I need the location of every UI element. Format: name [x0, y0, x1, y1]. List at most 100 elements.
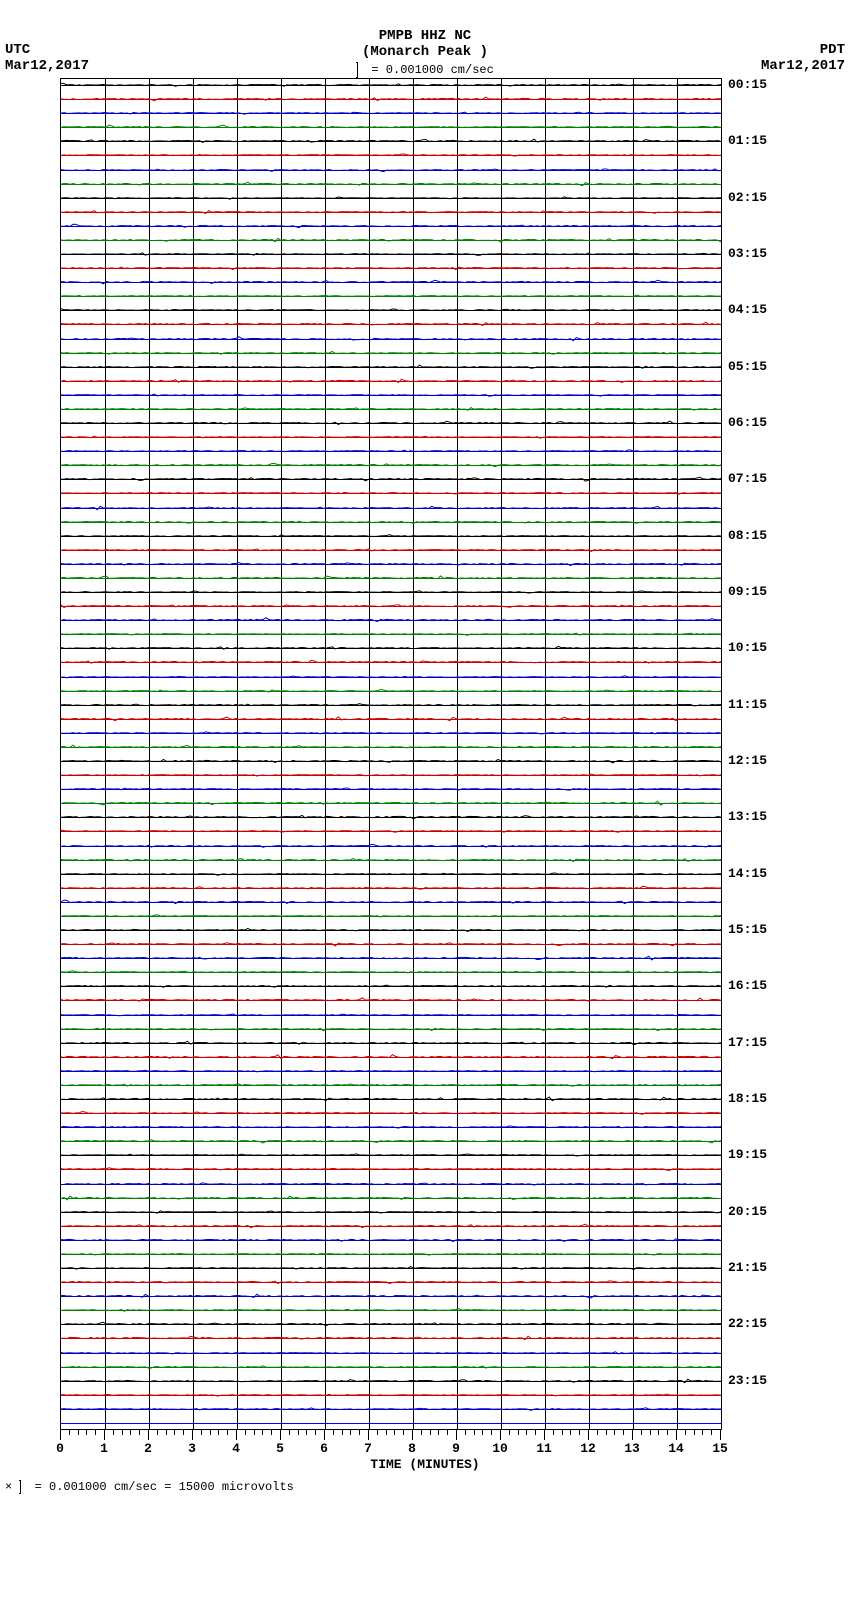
helicorder-trace: [61, 719, 721, 720]
helicorder-trace: [61, 1184, 721, 1185]
helicorder-trace: [61, 536, 721, 537]
helicorder-trace: [61, 1310, 721, 1311]
helicorder-trace: [61, 761, 721, 762]
xtick-minor: [579, 1429, 580, 1435]
xtick-major: [676, 1429, 677, 1440]
helicorder-trace: [61, 930, 721, 931]
helicorder-trace: [61, 1198, 721, 1199]
helicorder-trace: [61, 324, 721, 325]
footer-prefix: ×: [5, 1480, 12, 1494]
helicorder-trace: [61, 423, 721, 424]
xtick-minor: [113, 1429, 114, 1435]
helicorder-trace: [61, 1043, 721, 1044]
footer-scale-bar-icon: [19, 1480, 21, 1494]
helicorder-trace: [61, 789, 721, 790]
helicorder-trace: [61, 240, 721, 241]
helicorder-trace: [61, 817, 721, 818]
xtick-label: 6: [320, 1441, 328, 1456]
helicorder-trace: [61, 254, 721, 255]
y-label-right: 15:15: [728, 922, 780, 937]
helicorder-trace: [61, 1169, 721, 1170]
helicorder-trace: [61, 606, 721, 607]
helicorder-trace: [61, 1127, 721, 1128]
y-label-right: 06:15: [728, 415, 780, 430]
tz-right-label: PDT: [761, 42, 845, 58]
xtick-major: [148, 1429, 149, 1440]
y-label-right: 20:15: [728, 1204, 780, 1219]
xtick-minor: [641, 1429, 642, 1435]
helicorder-trace: [61, 648, 721, 649]
helicorder-plot: [60, 78, 722, 1430]
helicorder-trace: [61, 860, 721, 861]
helicorder-trace: [61, 1240, 721, 1241]
xtick-minor: [157, 1429, 158, 1435]
xtick-minor: [289, 1429, 290, 1435]
xtick-minor: [491, 1429, 492, 1435]
helicorder-trace: [61, 1029, 721, 1030]
helicorder-trace: [61, 578, 721, 579]
helicorder-trace: [61, 831, 721, 832]
helicorder-trace: [61, 296, 721, 297]
xtick-minor: [474, 1429, 475, 1435]
chart-area: 07:0008:0009:0010:0011:0012:0013:0014:00…: [60, 78, 790, 1430]
xtick-minor: [350, 1429, 351, 1435]
xtick-label: 1: [100, 1441, 108, 1456]
helicorder-trace: [61, 564, 721, 565]
xtick-minor: [342, 1429, 343, 1435]
xtick-minor: [306, 1429, 307, 1435]
xtick-minor: [658, 1429, 659, 1435]
helicorder-trace: [61, 395, 721, 396]
xtick-minor: [597, 1429, 598, 1435]
station-code: PMPB HHZ NC: [0, 28, 850, 44]
y-label-right: 13:15: [728, 809, 780, 824]
helicorder-trace: [61, 747, 721, 748]
helicorder-trace: [61, 705, 721, 706]
helicorder-trace: [61, 1381, 721, 1382]
y-label-right: 23:15: [728, 1373, 780, 1388]
helicorder-trace: [61, 465, 721, 466]
y-label-right: 04:15: [728, 302, 780, 317]
helicorder-trace: [61, 310, 721, 311]
xtick-minor: [95, 1429, 96, 1435]
xtick-minor: [553, 1429, 554, 1435]
xtick-minor: [359, 1429, 360, 1435]
helicorder-trace: [61, 367, 721, 368]
xtick-minor: [570, 1429, 571, 1435]
xtick-minor: [614, 1429, 615, 1435]
scale-value: = 0.001000 cm/sec: [371, 63, 493, 77]
helicorder-trace: [61, 451, 721, 452]
xtick-minor: [430, 1429, 431, 1435]
y-label-right: 12:15: [728, 753, 780, 768]
xtick-label: 12: [580, 1441, 596, 1456]
helicorder-trace: [61, 1268, 721, 1269]
xtick-label: 10: [492, 1441, 508, 1456]
helicorder-trace: [61, 409, 721, 410]
helicorder-trace: [61, 691, 721, 692]
helicorder-trace: [61, 677, 721, 678]
helicorder-trace: [61, 902, 721, 903]
scale-bar-icon: [356, 62, 358, 78]
helicorder-trace: [61, 1338, 721, 1339]
xtick-minor: [394, 1429, 395, 1435]
seismogram-page: UTC Mar12,2017 PMPB HHZ NC (Monarch Peak…: [0, 0, 850, 1504]
xtick-minor: [78, 1429, 79, 1435]
xtick-minor: [122, 1429, 123, 1435]
helicorder-trace: [61, 282, 721, 283]
xtick-minor: [130, 1429, 131, 1435]
y-label-right: 17:15: [728, 1035, 780, 1050]
helicorder-trace: [61, 113, 721, 114]
y-label-right: 03:15: [728, 246, 780, 261]
helicorder-trace: [61, 634, 721, 635]
helicorder-trace: [61, 1353, 721, 1354]
helicorder-trace: [61, 1226, 721, 1227]
helicorder-trace: [61, 479, 721, 480]
xtick-minor: [86, 1429, 87, 1435]
xtick-minor: [535, 1429, 536, 1435]
helicorder-trace: [61, 1423, 721, 1424]
helicorder-trace: [61, 184, 721, 185]
xtick-major: [500, 1429, 501, 1440]
xtick-minor: [201, 1429, 202, 1435]
xtick-label: 14: [668, 1441, 684, 1456]
helicorder-trace: [61, 620, 721, 621]
helicorder-trace: [61, 1409, 721, 1410]
